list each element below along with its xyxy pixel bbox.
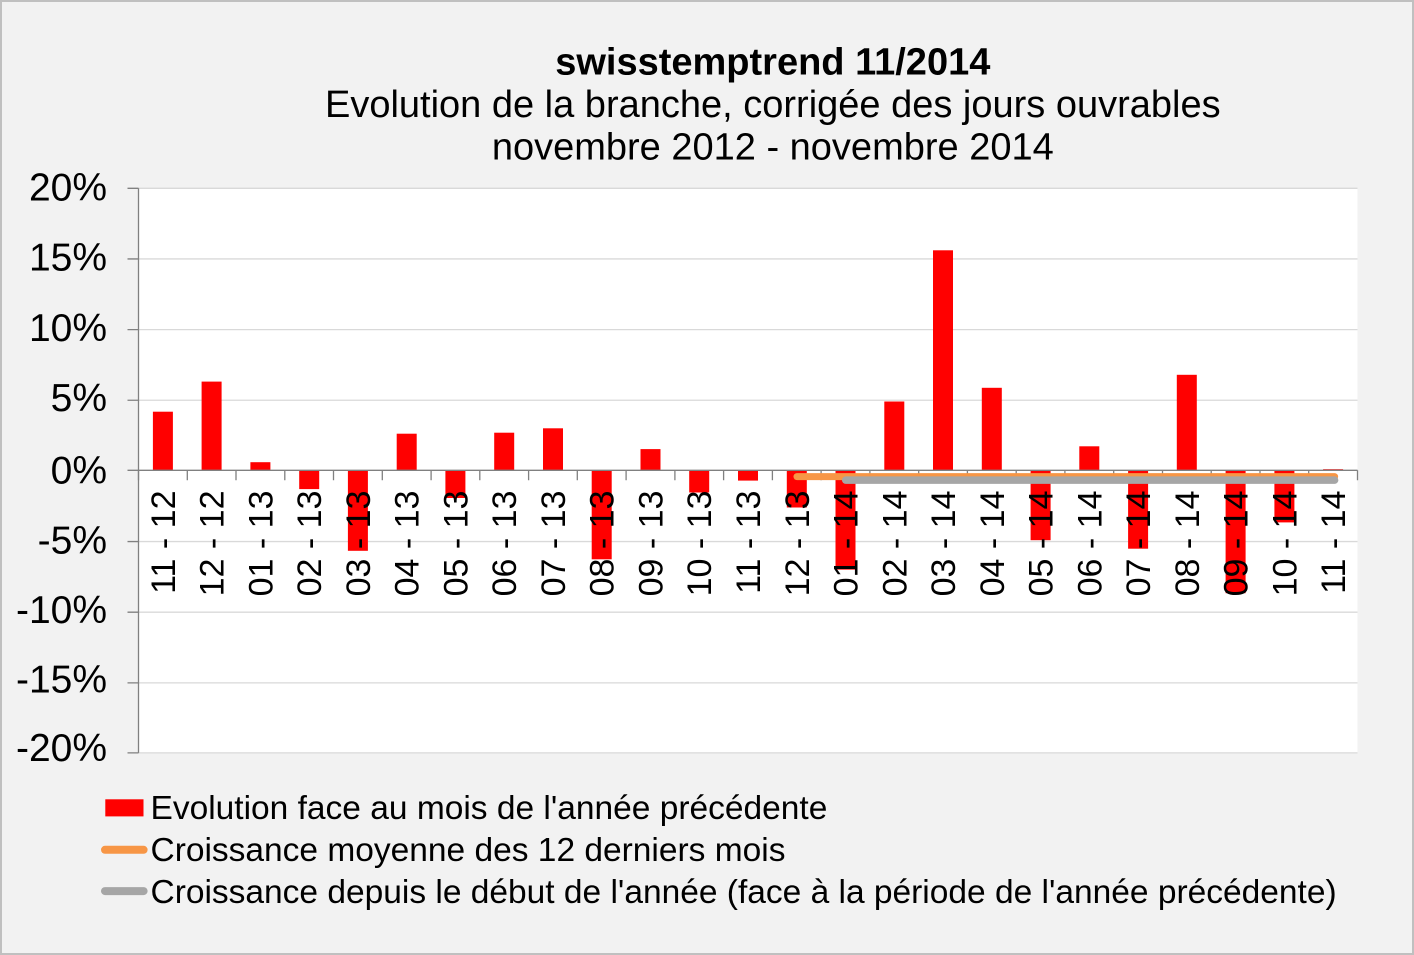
svg-text:05 - 14: 05 - 14	[1023, 491, 1061, 597]
svg-text:-5%: -5%	[38, 519, 107, 562]
svg-text:11 - 14: 11 - 14	[1315, 491, 1353, 594]
svg-text:01 - 14: 01 - 14	[828, 491, 866, 597]
svg-text:0%: 0%	[51, 449, 107, 492]
svg-text:04 - 13: 04 - 13	[389, 491, 427, 597]
svg-text:15%: 15%	[29, 237, 107, 280]
svg-text:Evolution de la branche, corri: Evolution de la branche, corrigée des jo…	[325, 84, 1221, 126]
svg-text:01 - 13: 01 - 13	[242, 491, 280, 597]
svg-text:02 - 14: 02 - 14	[876, 491, 914, 597]
svg-text:08 - 14: 08 - 14	[1169, 491, 1207, 597]
svg-text:Evolution face au mois de l'an: Evolution face au mois de l'année précéd…	[151, 790, 828, 827]
svg-text:12 - 13: 12 - 13	[779, 491, 817, 597]
svg-text:20%: 20%	[29, 166, 107, 209]
svg-text:-20%: -20%	[16, 727, 107, 770]
svg-text:10 - 13: 10 - 13	[681, 491, 719, 597]
svg-text:09 - 14: 09 - 14	[1218, 491, 1256, 597]
svg-text:03 - 14: 03 - 14	[925, 491, 963, 597]
svg-text:05 - 13: 05 - 13	[437, 491, 475, 597]
svg-text:06 - 13: 06 - 13	[486, 491, 524, 597]
svg-text:Croissance moyenne des 12 dern: Croissance moyenne des 12 derniers mois	[151, 832, 786, 869]
svg-text:5%: 5%	[51, 377, 107, 420]
svg-text:04 - 14: 04 - 14	[974, 491, 1012, 597]
svg-text:11 - 13: 11 - 13	[730, 491, 768, 594]
svg-text:swisstemptrend 11/2014: swisstemptrend 11/2014	[555, 42, 990, 84]
svg-text:02 - 13: 02 - 13	[291, 491, 329, 597]
svg-text:-10%: -10%	[16, 589, 107, 632]
svg-text:-15%: -15%	[16, 659, 107, 702]
svg-text:07 - 13: 07 - 13	[535, 491, 573, 597]
svg-text:10 - 14: 10 - 14	[1266, 491, 1304, 597]
svg-text:03 - 13: 03 - 13	[340, 491, 378, 597]
svg-text:12 - 12: 12 - 12	[194, 491, 232, 597]
svg-text:09 - 13: 09 - 13	[633, 491, 671, 597]
svg-text:10%: 10%	[29, 307, 107, 350]
svg-text:08 - 13: 08 - 13	[584, 491, 622, 597]
svg-text:Croissance depuis le début de: Croissance depuis le début de l'année (f…	[151, 874, 1337, 911]
svg-text:11 - 12: 11 - 12	[145, 491, 183, 594]
svg-text:06 - 14: 06 - 14	[1071, 491, 1109, 597]
svg-text:novembre 2012 - novembre 2014: novembre 2012 - novembre 2014	[492, 127, 1054, 169]
svg-text:07 - 14: 07 - 14	[1120, 491, 1158, 597]
